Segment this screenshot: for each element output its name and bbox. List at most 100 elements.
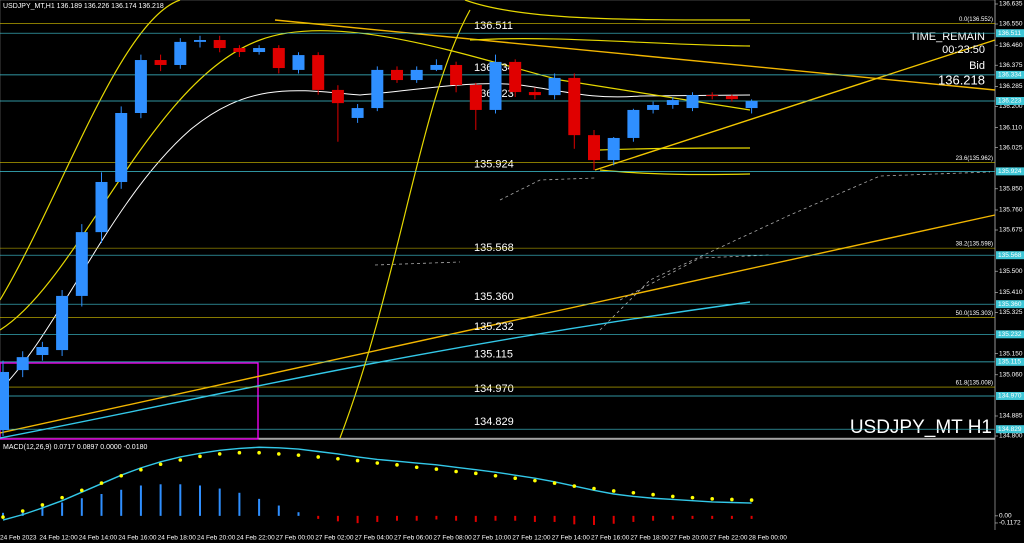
macd-dot (237, 450, 242, 455)
macd-dot (749, 498, 754, 502)
x-tick-label: 27 Feb 00:00 (276, 535, 315, 542)
candle-body (134, 60, 147, 114)
histogram-bar (2, 512, 4, 516)
macd-dot (730, 497, 734, 502)
histogram-bar (277, 505, 280, 516)
level-axis-label: 136.223 (998, 98, 1022, 105)
histogram-bar (297, 512, 300, 516)
level-axis-box (996, 300, 1024, 309)
level-label: 136.511 (474, 20, 513, 32)
histogram-bar (711, 515, 714, 519)
band-line (0, 0, 751, 331)
macd-dot (710, 497, 714, 501)
histogram-bar (691, 515, 694, 519)
histogram-bar (218, 488, 221, 516)
candle-body (75, 232, 88, 296)
x-tick-label: 27 Feb 20:00 (670, 535, 709, 542)
macd-dot (40, 503, 45, 507)
candle-body (56, 295, 69, 351)
y-tick-label: 135.060 (999, 372, 1023, 379)
histogram-bar (593, 515, 595, 525)
y-tick-label: 135.410 (999, 289, 1023, 296)
level-axis-label: 134.829 (998, 426, 1022, 433)
x-tick-label: 27 Feb 22:00 (709, 535, 748, 542)
macd-dot (552, 481, 557, 485)
macd-dot (178, 458, 183, 462)
time-remain-label: TIME_REMAIN (910, 31, 985, 43)
candle-body (666, 100, 679, 105)
bid: 136.218 (938, 72, 985, 87)
x-tick-label: 24 Feb 20:00 (197, 535, 236, 542)
histogram-bar (396, 515, 398, 521)
candle-body (174, 41, 187, 65)
histogram-bar (632, 515, 635, 522)
histogram-bar (159, 484, 162, 516)
y-tick-label: 135.760 (999, 207, 1023, 214)
macd-dot (60, 495, 64, 500)
histogram-bar (336, 515, 339, 522)
candle-body (351, 108, 364, 118)
macd-dot (572, 484, 577, 488)
level-axis-box (996, 357, 1024, 366)
candle-body (253, 48, 266, 53)
level-axis-box (996, 251, 1024, 260)
level-axis-box (996, 96, 1024, 105)
macd-dot (414, 465, 419, 470)
x-tick-label: 27 Feb 12:00 (512, 535, 551, 542)
level-axis-box (996, 29, 1024, 38)
y-tick-label: 134.885 (999, 413, 1023, 420)
x-tick-label: 27 Feb 10:00 (473, 535, 512, 542)
level-label: 135.115 (474, 349, 513, 361)
y-tick-label: 135.675 (999, 227, 1023, 234)
y-tick-label: 135.850 (999, 186, 1023, 193)
histogram-bar (41, 506, 44, 516)
level-axis-label: 135.115 (998, 359, 1021, 366)
macd-dot (217, 452, 222, 456)
fib-label: 61.8(135.008) (956, 381, 993, 387)
histogram-bar (179, 484, 182, 516)
level-axis-label: 135.232 (998, 331, 1022, 338)
histogram-bar (750, 515, 753, 519)
candle-body (588, 135, 600, 161)
macd-dot (611, 489, 616, 493)
x-tick-label: 27 Feb 04:00 (355, 535, 394, 542)
level-axis-label: 136.334 (998, 72, 1022, 79)
histogram-bar (61, 502, 64, 516)
signal-line (2, 446, 752, 521)
histogram-bar (494, 515, 497, 521)
symbol-info: USDJPY_MT,H1 136.189 136.226 136.174 136… (3, 3, 164, 10)
candle-body (95, 181, 108, 233)
macd-dot (158, 462, 163, 467)
fib-label: 38.2(135.598) (956, 242, 993, 248)
level-label: 135.232 (474, 321, 514, 333)
y-tick-label: 136.200 (999, 103, 1023, 110)
macd-dot (277, 452, 281, 456)
histogram-bar (533, 515, 536, 522)
histogram-bar (553, 515, 556, 522)
macd-dot (493, 473, 498, 478)
macd-dot (316, 455, 321, 459)
decor (0, 0, 996, 530)
histogram-bar (238, 492, 241, 516)
y-tick-label: 136.550 (999, 21, 1023, 28)
level-axis-label: 134.970 (998, 393, 1022, 400)
macd-dot (533, 478, 537, 483)
level-axis-box (996, 425, 1024, 434)
histogram-bar (573, 515, 576, 525)
macd-dot (671, 494, 675, 499)
x-tick-label: 24 Feb 22:00 (236, 535, 275, 542)
y-tick-label: -0.1172 (999, 520, 1021, 527)
y-tick-label: 136.110 (999, 124, 1022, 131)
cloud-line (374, 171, 991, 331)
histogram-bar (317, 515, 320, 519)
macd-dot (631, 490, 636, 495)
histogram-bar (199, 485, 201, 516)
macd-dot (99, 481, 104, 485)
histogram-bar (612, 515, 615, 524)
x-tick-label: 27 Feb 14:00 (552, 535, 591, 542)
candle-body (272, 48, 285, 69)
candle-body (607, 137, 620, 161)
y-tick-label: 136.460 (999, 42, 1023, 49)
level-axis-label: 135.360 (998, 301, 1022, 308)
candle-body (686, 95, 699, 109)
